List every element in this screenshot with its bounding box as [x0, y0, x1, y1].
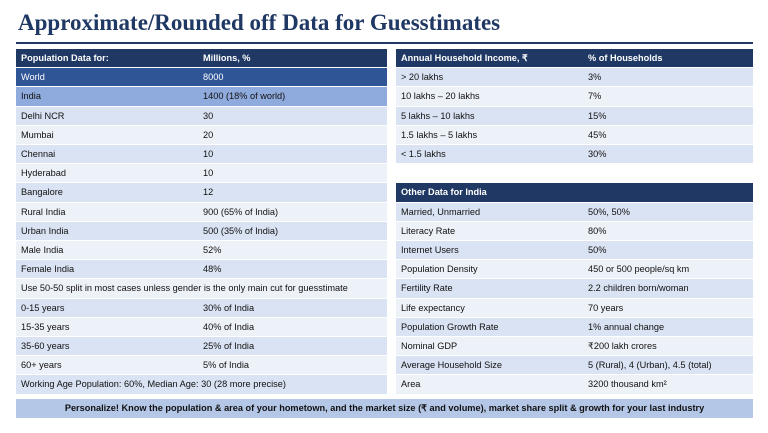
table-cell: Use 50-50 split in most cases unless gen…: [16, 279, 387, 298]
table-cell: 15%: [583, 106, 753, 125]
table-cell: Mumbai: [16, 125, 198, 144]
table-cell: Area: [396, 375, 583, 394]
header-cell: Annual Household Income, ₹: [396, 49, 583, 68]
table-cell: 3%: [583, 68, 753, 87]
table-cell: 50%, 50%: [583, 202, 753, 221]
table-cell: Hyderabad: [16, 164, 198, 183]
table-cell: Average Household Size: [396, 356, 583, 375]
header-cell: % of Households: [583, 49, 753, 68]
table-cell: 1400 (18% of world): [198, 87, 387, 106]
title: Approximate/Rounded off Data for Guessti…: [18, 10, 501, 35]
table-cell: 5 lakhs – 10 lakhs: [396, 106, 583, 125]
table-cell: 5 (Rural), 4 (Urban), 4.5 (total): [583, 356, 753, 375]
table-cell: < 1.5 lakhs: [396, 145, 583, 164]
table-cell: Literacy Rate: [396, 221, 583, 240]
table-cell: ₹200 lakh crores: [583, 337, 753, 356]
table-cell: 40% of India: [198, 317, 387, 336]
table-cell: Internet Users: [396, 241, 583, 260]
table-cell: Urban India: [16, 221, 198, 240]
table-cell: 10: [198, 164, 387, 183]
table-cell: 35-60 years: [16, 337, 198, 356]
table-cell: Male India: [16, 241, 198, 260]
table-cell: Delhi NCR: [16, 106, 198, 125]
table-cell: 48%: [198, 260, 387, 279]
table-cell: 80%: [583, 221, 753, 240]
table-cell: 10 lakhs – 20 lakhs: [396, 87, 583, 106]
table-cell: Rural India: [16, 202, 198, 221]
table-cell: 25% of India: [198, 337, 387, 356]
table-cell: 5% of India: [198, 356, 387, 375]
table-cell: 1.5 lakhs – 5 lakhs: [396, 125, 583, 144]
table-cell: Population Density: [396, 260, 583, 279]
table-cell: 30%: [583, 145, 753, 164]
table-cell: 1% annual change: [583, 317, 753, 336]
table-cell: Nominal GDP: [396, 337, 583, 356]
table-cell: 30% of India: [198, 298, 387, 317]
table-cell: > 20 lakhs: [396, 68, 583, 87]
table-cell: 52%: [198, 241, 387, 260]
table-cell: Bangalore: [16, 183, 198, 202]
table-cell: 900 (65% of India): [198, 202, 387, 221]
table-cell: India: [16, 87, 198, 106]
table-cell: 500 (35% of India): [198, 221, 387, 240]
header-cell: Millions, %: [198, 49, 387, 68]
table-cell: 20: [198, 125, 387, 144]
title-rule: [16, 42, 753, 44]
table-cell: 8000: [198, 68, 387, 87]
header-cell: Population Data for:: [16, 49, 198, 68]
table-cell: 3200 thousand km²: [583, 375, 753, 394]
table-cell: Life expectancy: [396, 298, 583, 317]
table-cell: Chennai: [16, 145, 198, 164]
table-cell: 7%: [583, 87, 753, 106]
table-cell: 30: [198, 106, 387, 125]
table-cell: 60+ years: [16, 356, 198, 375]
table-cell: Working Age Population: 60%, Median Age:…: [16, 375, 387, 394]
table-cell: 0-15 years: [16, 298, 198, 317]
header-cell: Other Data for India: [396, 183, 753, 202]
table-cell: 50%: [583, 241, 753, 260]
table-cell: 15-35 years: [16, 317, 198, 336]
table-cell: 70 years: [583, 298, 753, 317]
table-cell: Married, Unmarried: [396, 202, 583, 221]
table-cell: Female India: [16, 260, 198, 279]
footer: Personalize! Know the population & area …: [16, 399, 753, 418]
table-cell: 12: [198, 183, 387, 202]
table-cell: World: [16, 68, 198, 87]
table-cell: 45%: [583, 125, 753, 144]
table-cell: Population Growth Rate: [396, 317, 583, 336]
table-cell: Fertility Rate: [396, 279, 583, 298]
table-cell: 10: [198, 145, 387, 164]
table-cell: 450 or 500 people/sq km: [583, 260, 753, 279]
table-cell: 2.2 children born/woman: [583, 279, 753, 298]
